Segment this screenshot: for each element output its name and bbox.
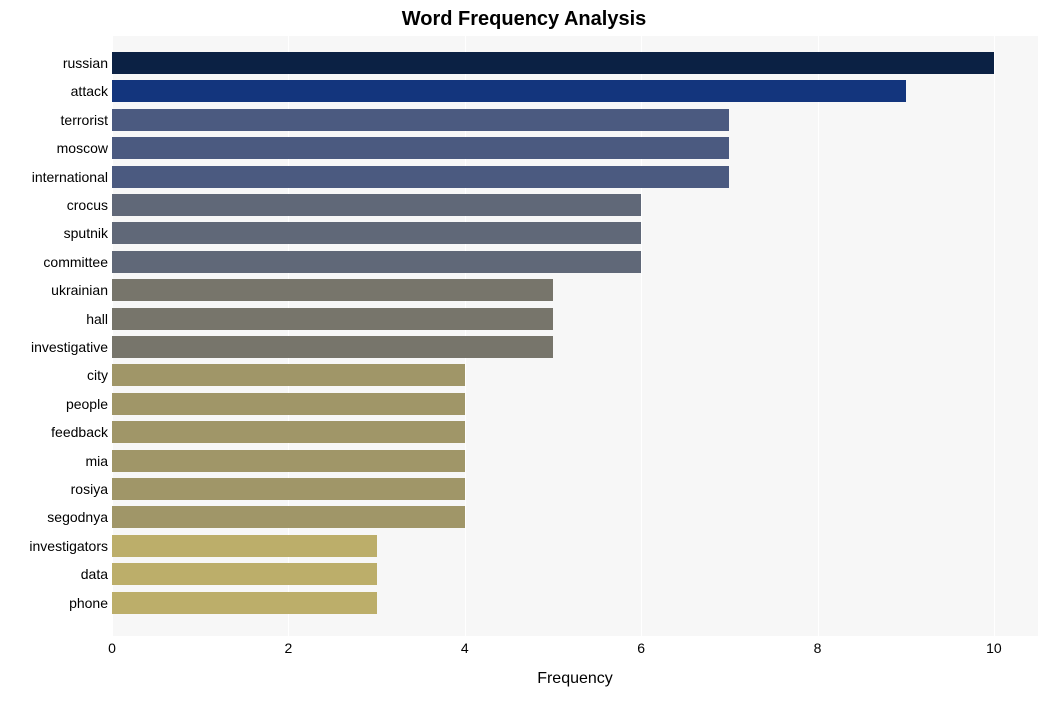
y-tick-label: feedback <box>4 421 108 443</box>
x-tick-label: 10 <box>986 640 1002 656</box>
x-tick-label: 8 <box>814 640 822 656</box>
grid-line <box>818 36 819 636</box>
x-tick-label: 0 <box>108 640 116 656</box>
bar <box>112 109 729 131</box>
bar <box>112 478 465 500</box>
y-tick-label: moscow <box>4 137 108 159</box>
bar <box>112 194 641 216</box>
x-tick-label: 6 <box>637 640 645 656</box>
y-tick-label: attack <box>4 80 108 102</box>
bar <box>112 80 906 102</box>
bar <box>112 506 465 528</box>
x-tick-label: 4 <box>461 640 469 656</box>
y-tick-label: hall <box>4 308 108 330</box>
y-tick-label: segodnya <box>4 506 108 528</box>
bar <box>112 336 553 358</box>
y-tick-label: russian <box>4 52 108 74</box>
bar <box>112 535 377 557</box>
bar <box>112 251 641 273</box>
y-tick-label: ukrainian <box>4 279 108 301</box>
plot-area <box>112 36 1038 636</box>
bar <box>112 222 641 244</box>
x-axis: 0246810 <box>112 640 1038 660</box>
y-tick-label: rosiya <box>4 478 108 500</box>
bar <box>112 563 377 585</box>
y-tick-label: investigators <box>4 535 108 557</box>
bar <box>112 393 465 415</box>
y-tick-label: terrorist <box>4 109 108 131</box>
bar <box>112 592 377 614</box>
chart-container: Word Frequency Analysis russian attack ter… <box>0 0 1048 701</box>
y-tick-label: data <box>4 563 108 585</box>
bar <box>112 364 465 386</box>
x-tick-label: 2 <box>284 640 292 656</box>
chart-title: Word Frequency Analysis <box>0 8 1048 31</box>
y-tick-label: people <box>4 393 108 415</box>
grid-line <box>994 36 995 636</box>
bar <box>112 450 465 472</box>
bar <box>112 166 729 188</box>
bar <box>112 421 465 443</box>
y-tick-label: mia <box>4 450 108 472</box>
bar <box>112 52 994 74</box>
y-tick-label: sputnik <box>4 222 108 244</box>
y-tick-label: investigative <box>4 336 108 358</box>
x-axis-title: Frequency <box>112 670 1038 688</box>
y-tick-label: committee <box>4 251 108 273</box>
y-tick-label: crocus <box>4 194 108 216</box>
y-tick-label: international <box>4 166 108 188</box>
bar <box>112 308 553 330</box>
bar <box>112 279 553 301</box>
y-tick-label: phone <box>4 592 108 614</box>
y-tick-label: city <box>4 364 108 386</box>
bar <box>112 137 729 159</box>
